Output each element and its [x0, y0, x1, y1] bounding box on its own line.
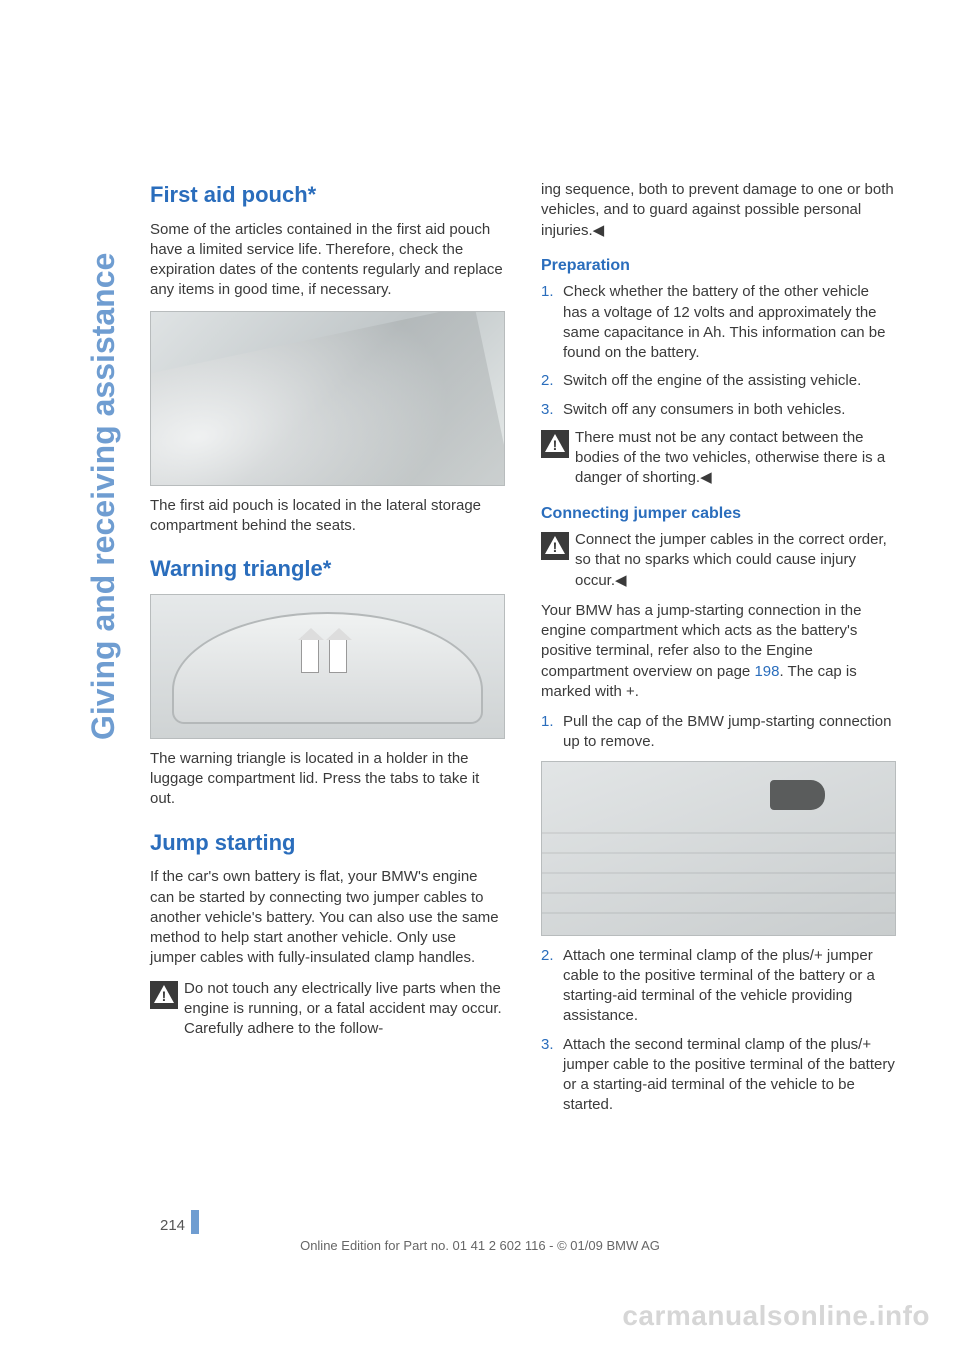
warning-icon: [150, 981, 178, 1009]
list-text: Switch off any consumers in both vehicle…: [563, 400, 896, 420]
subheading-connecting: Connecting jumper cables: [541, 503, 896, 525]
list-item: 2. Switch off the engine of the assistin…: [541, 371, 896, 391]
list-number: 1.: [541, 712, 563, 753]
list-text: Check whether the battery of the other v…: [563, 282, 896, 363]
warning-block-prep: There must not be any contact between th…: [541, 428, 896, 489]
list-item: 1. Check whether the battery of the othe…: [541, 282, 896, 363]
footer-line: Online Edition for Part no. 01 41 2 602 …: [0, 1238, 960, 1253]
page-number: 214: [160, 1217, 191, 1234]
list-item: 3. Attach the second terminal clamp of t…: [541, 1035, 896, 1116]
warning-block-jump: Do not touch any electrically live parts…: [150, 979, 505, 1040]
section-tab-label: Giving and receiving assistance: [85, 253, 121, 740]
para-first-aid-location: The first aid pouch is located in the la…: [150, 496, 505, 537]
list-number: 3.: [541, 1035, 563, 1116]
manual-page: Giving and receiving assistance First ai…: [0, 0, 960, 1358]
para-jump-intro: If the car's own battery is flat, your B…: [150, 867, 505, 968]
list-connect-a: 1. Pull the cap of the BMW jump-starting…: [541, 712, 896, 753]
content-columns: First aid pouch* Some of the articles co…: [150, 180, 900, 1124]
warning-text-jump: Do not touch any electrically live parts…: [184, 979, 505, 1040]
list-number: 2.: [541, 946, 563, 1027]
para-warning-triangle: The warning triangle is located in a hol…: [150, 749, 505, 810]
section-tab: Giving and receiving assistance: [85, 253, 122, 740]
figure-warning-triangle: [150, 594, 505, 739]
list-preparation: 1. Check whether the battery of the othe…: [541, 282, 896, 420]
list-number: 1.: [541, 282, 563, 363]
figure-first-aid-pouch: [150, 311, 505, 486]
page-number-bar: [191, 1210, 199, 1234]
page-xref[interactable]: 198: [754, 663, 779, 680]
heading-jump-starting: Jump starting: [150, 828, 505, 858]
list-text: Attach the second terminal clamp of the …: [563, 1035, 896, 1116]
warning-text-prep: There must not be any contact between th…: [575, 428, 896, 489]
warning-block-connect: Connect the jumper cables in the correct…: [541, 530, 896, 591]
list-text: Switch off the engine of the assisting v…: [563, 371, 896, 391]
warning-icon: [541, 430, 569, 458]
subheading-preparation: Preparation: [541, 255, 896, 277]
list-number: 2.: [541, 371, 563, 391]
heading-first-aid: First aid pouch*: [150, 180, 505, 210]
list-connect-b: 2. Attach one terminal clamp of the plus…: [541, 946, 896, 1116]
para-connect-intro: Your BMW has a jump-starting connection …: [541, 601, 896, 702]
para-first-aid-intro: Some of the articles contained in the fi…: [150, 220, 505, 301]
list-text: Attach one terminal clamp of the plus/+ …: [563, 946, 896, 1027]
list-text: Pull the cap of the BMW jump-starting co…: [563, 712, 896, 753]
watermark: carmanualsonline.info: [622, 1300, 930, 1332]
column-left: First aid pouch* Some of the articles co…: [150, 180, 505, 1124]
warning-icon: [541, 532, 569, 560]
list-number: 3.: [541, 400, 563, 420]
list-item: 3. Switch off any consumers in both vehi…: [541, 400, 896, 420]
page-number-block: 214: [160, 1210, 199, 1234]
list-item: 1. Pull the cap of the BMW jump-starting…: [541, 712, 896, 753]
figure-jump-start-cap: [541, 761, 896, 936]
column-right: ing sequence, both to prevent damage to …: [541, 180, 896, 1124]
para-jump-continuation: ing sequence, both to prevent damage to …: [541, 180, 896, 241]
heading-warning-triangle: Warning triangle*: [150, 554, 505, 584]
list-item: 2. Attach one terminal clamp of the plus…: [541, 946, 896, 1027]
warning-text-connect: Connect the jumper cables in the correct…: [575, 530, 896, 591]
